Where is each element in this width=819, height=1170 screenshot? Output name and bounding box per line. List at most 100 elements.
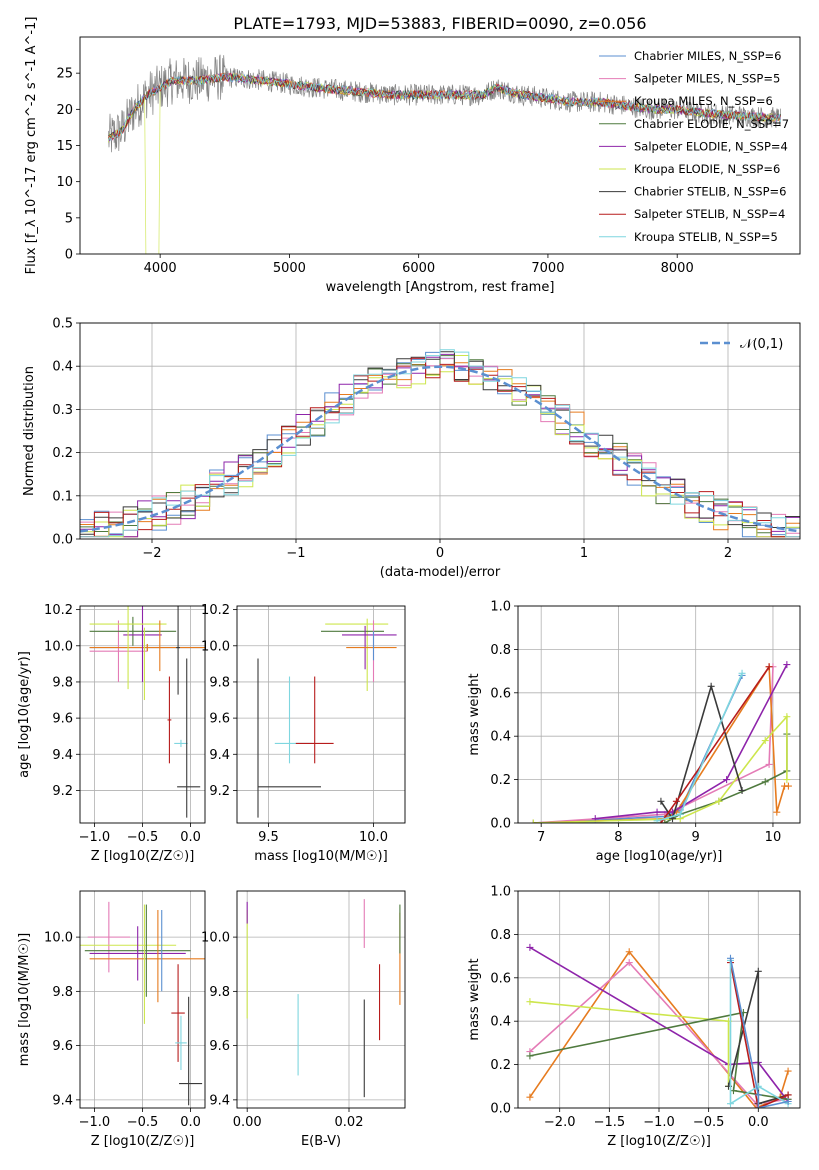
legend-entry: 𝒩(0,1) [740,337,783,352]
weight-marker [761,778,769,786]
y-tick-label: 0.5 [52,317,73,332]
legend-entry: Chabrier ELODIE, N_SSP=7 [634,117,789,131]
y-tick-label: 20 [56,103,73,118]
x-tick-label: 0.00 [233,1115,262,1130]
y-tick-label: 9.2 [209,784,230,799]
x-axis-label: wavelength [Angstrom, rest frame] [326,280,555,295]
data-point [87,901,130,973]
weight-marker [653,808,661,816]
y-tick-label: 9.4 [209,1093,230,1108]
weight-series-line [533,666,774,823]
x-tick-label: 9 [692,830,700,845]
y-tick-label: 9.8 [52,675,73,690]
weight-marker [672,797,680,805]
axes-frame [79,605,206,824]
x-tick-label: −1.0 [79,1115,111,1130]
y-tick-label: 0.4 [490,1015,511,1030]
x-tick-label: 0.0 [748,1115,769,1130]
weight-marker [754,1104,762,1108]
weight-marker [653,817,661,823]
weight-lines [529,661,792,823]
y-tick-label: 0.2 [490,773,511,788]
y-tick-label: 0.6 [490,686,511,701]
weight-marker [738,786,746,794]
x-tick-label: 2 [724,546,732,561]
histogram-steps [80,349,800,538]
y-tick-label: 10 [56,175,73,190]
x-tick-label: −0.5 [127,830,159,845]
weight-marker [765,663,773,671]
x-axis-label: Z [log10(Z/Z☉)] [91,1134,195,1149]
weight-marker [526,1093,534,1101]
spectrum-title: PLATE=1793, MJD=53883, FIBERID=0090, z=0… [233,14,646,33]
residual-histogram-panel: −2 −1 0 1 2 0.0 0.1 0.2 0.3 0.4 0.5 (data-model)/er… [22,317,801,580]
weight-marker [715,797,723,805]
legend-entry: Salpeter ELODIE, N_SSP=4 [634,139,788,153]
x-tick-label: 9.5 [258,830,279,845]
weight-series-line [729,962,789,1108]
y-tick-label: 9.2 [52,784,73,799]
x-tick-label: 7 [537,830,545,845]
y-tick-label: 0.4 [52,360,73,375]
y-tick-label: 25 [56,67,73,82]
y-tick-label: 1.0 [490,885,511,900]
x-tick-label: 0.02 [335,1115,364,1130]
data-point [123,606,162,682]
age-vs-metallicity-panel: −1.0 −0.5 0.0 9.2 9.4 9.6 9.8 10.0 10.2 Z [log10(… [17,603,206,864]
weight-series-line [729,960,789,1106]
x-tick-label: 5000 [273,261,306,276]
legend-entry: Chabrier STELIB, N_SSP=6 [634,185,786,199]
data-point [176,606,180,695]
x-tick-label: −0.5 [127,1115,159,1130]
weight-marker [784,1097,792,1105]
weight-marker [657,819,665,823]
weight-marker [661,819,669,823]
axes-frame [79,36,801,255]
legend-entry: Kroupa MILES, N_SSP=6 [634,94,773,108]
mass-weight-vs-metallicity-panel: −2.0 −1.5 −1.0 −0.5 0.0 0.0 0.2 0.4 0.6 0.8 1.0 Z [… [467,885,801,1149]
weight-series-line [533,714,788,823]
axes-frame [236,605,406,824]
weight-marker [625,959,633,967]
spectrum-lines [108,54,781,254]
weight-marker [784,1067,792,1075]
x-tick-label: 0 [436,546,444,561]
x-axis-label: Z [log10(Z/Z☉)] [91,849,195,864]
y-tick-label: 0.3 [52,403,73,418]
weight-series-line [660,683,743,821]
x-tick-label: 6000 [402,261,435,276]
weight-marker [754,1091,762,1099]
weight-marker [783,776,791,784]
weight-marker [529,819,537,823]
y-tick-label: 0.4 [490,730,511,745]
histogram-series [80,349,800,538]
error-bars [257,618,397,818]
x-tick-label: 0.0 [180,830,201,845]
data-point [89,620,148,682]
mass-vs-ebv-panel: 0.00 0.02 9.4 9.6 9.8 10.0 E(B-V) [201,890,406,1149]
error-bars [89,606,205,818]
y-tick-label: 9.6 [52,1039,73,1054]
weight-marker [726,1100,734,1108]
weight-marker [754,967,762,975]
weight-marker [738,669,746,677]
y-tick-label: 10.0 [44,639,73,654]
x-tick-label: 8 [614,830,622,845]
data-point [167,676,172,764]
y-axis-label: mass [log10(M/M☉)] [17,933,32,1066]
y-tick-label: 9.6 [52,712,73,727]
x-axis-label: age [log10(age/yr)] [596,849,723,864]
x-axis-label: (data-model)/error [380,565,501,580]
y-tick-label: 5 [65,211,73,226]
weight-marker [625,948,633,956]
y-tick-label: 10.2 [44,603,73,618]
error-bars [246,899,401,1098]
weight-series-line [533,734,788,823]
y-tick-label: 10.0 [201,931,230,946]
weight-marker [526,1052,534,1060]
y-axis-label: Normed distribution [22,366,37,496]
data-point [89,616,177,646]
y-tick-label: 9.4 [52,748,73,763]
weight-series-line [529,950,789,1108]
weight-marker [761,737,769,745]
